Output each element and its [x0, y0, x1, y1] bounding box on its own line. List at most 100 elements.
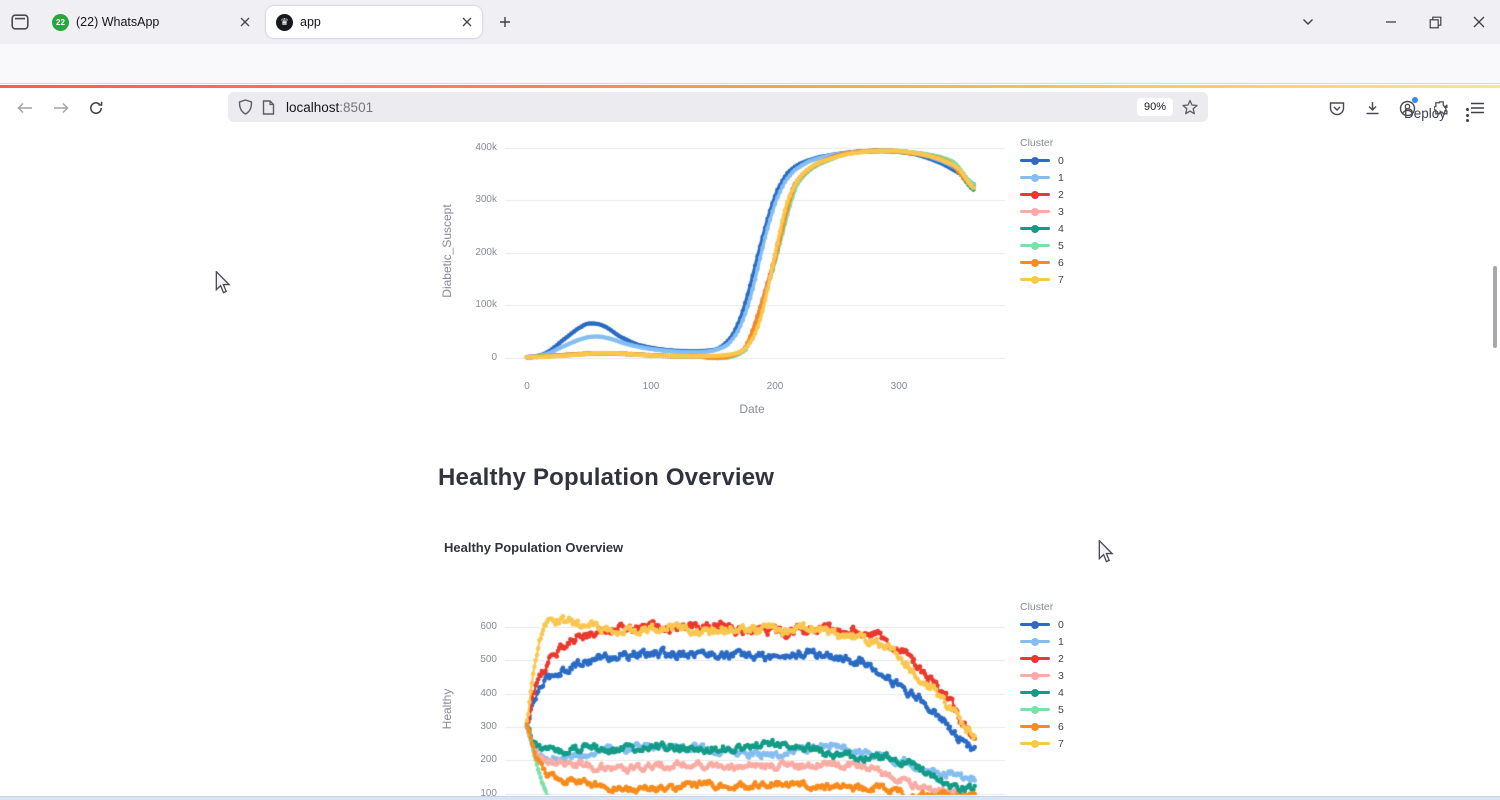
y-axis-title: Healthy — [440, 688, 454, 730]
legend-label: 5 — [1058, 703, 1064, 716]
legend-label: 2 — [1058, 652, 1064, 665]
legend-item-cluster-2[interactable]: 2 — [1020, 186, 1090, 203]
legend-sample — [1020, 637, 1050, 646]
y-tick-label: 500 — [480, 654, 497, 666]
legend-sample — [1020, 156, 1050, 165]
url-bar[interactable]: localhost:8501 90% — [228, 92, 1208, 122]
legend-item-cluster-7[interactable]: 7 — [1020, 271, 1090, 288]
legend-item-cluster-1[interactable]: 1 — [1020, 633, 1090, 650]
bookmark-star-icon[interactable] — [1182, 99, 1198, 115]
legend-label: 0 — [1058, 154, 1064, 167]
streamlit-decoration-bar — [0, 85, 1500, 88]
shield-icon[interactable] — [238, 99, 253, 115]
url-port: :8501 — [339, 99, 374, 115]
kebab-menu-icon[interactable] — [1461, 105, 1473, 125]
y-tick-label: 200 — [480, 754, 497, 766]
page-info-icon[interactable] — [262, 99, 275, 115]
legend-label: 6 — [1058, 720, 1064, 733]
legend-sample — [1020, 207, 1050, 216]
mouse-cursor-2 — [1098, 540, 1114, 563]
browser-tab-bar: 22 (22) WhatsApp ♛ app — [0, 0, 1500, 44]
y-tick-label: 200k — [475, 246, 497, 258]
legend-label: 7 — [1058, 737, 1064, 750]
chart-legend: Cluster 0 1 2 3 4 5 6 7 — [1020, 601, 1090, 752]
legend-sample — [1020, 739, 1050, 748]
y-tick-label: 400k — [475, 142, 497, 153]
legend-item-cluster-2[interactable]: 2 — [1020, 650, 1090, 667]
account-icon[interactable] — [1395, 96, 1419, 120]
app-favicon: ♛ — [276, 13, 293, 31]
tab-close-icon[interactable] — [240, 17, 250, 27]
legend-sample — [1020, 705, 1050, 714]
legend-sample — [1020, 688, 1050, 697]
tab-whatsapp[interactable]: 22 (22) WhatsApp — [44, 6, 258, 38]
url-host: localhost — [286, 99, 340, 115]
legend-item-cluster-5[interactable]: 5 — [1020, 237, 1090, 254]
back-button[interactable] — [12, 96, 38, 120]
legend-label: 4 — [1058, 686, 1064, 699]
legend-label: 2 — [1058, 188, 1064, 201]
legend-item-cluster-1[interactable]: 1 — [1020, 169, 1090, 186]
legend-item-cluster-0[interactable]: 0 — [1020, 616, 1090, 633]
legend-sample — [1020, 258, 1050, 267]
legend-sample — [1020, 275, 1050, 284]
y-tick-label: 0 — [491, 351, 497, 363]
legend-sample — [1020, 620, 1050, 629]
legend-item-cluster-0[interactable]: 0 — [1020, 152, 1090, 169]
legend-sample — [1020, 671, 1050, 680]
window-minimize-button[interactable] — [1378, 11, 1404, 33]
x-tick-label: 0 — [524, 381, 530, 392]
legend-label: 3 — [1058, 669, 1064, 682]
legend-label: 0 — [1058, 618, 1064, 631]
legend-item-cluster-4[interactable]: 4 — [1020, 684, 1090, 701]
downloads-icon[interactable] — [1360, 96, 1384, 120]
legend-sample — [1020, 722, 1050, 731]
y-tick-label: 300k — [475, 194, 497, 206]
y-axis-title: Diabetic_Suscept — [440, 204, 454, 298]
scrollbar-thumb[interactable] — [1493, 266, 1497, 348]
y-tick-label: 300 — [480, 721, 497, 732]
firefox-view-button[interactable] — [8, 11, 32, 33]
x-tick-label: 300 — [890, 381, 908, 392]
legend-label: 1 — [1058, 171, 1064, 184]
x-axis-title: Date — [739, 402, 765, 416]
legend-item-cluster-3[interactable]: 3 — [1020, 203, 1090, 220]
legend-item-cluster-7[interactable]: 7 — [1020, 735, 1090, 752]
legend-item-cluster-6[interactable]: 6 — [1020, 254, 1090, 271]
mouse-cursor — [215, 271, 231, 294]
legend-sample — [1020, 241, 1050, 250]
x-tick-label: 200 — [766, 381, 784, 392]
tab-app-active[interactable]: ♛ app — [266, 6, 482, 38]
hamburger-menu-icon[interactable] — [1464, 96, 1490, 120]
tab-title: app — [300, 15, 321, 29]
y-tick-label: 600 — [480, 621, 497, 632]
window-close-button[interactable] — [1466, 11, 1492, 33]
legend-label: 1 — [1058, 635, 1064, 648]
legend-sample — [1020, 654, 1050, 663]
y-tick-label: 400 — [480, 687, 497, 699]
forward-button[interactable] — [48, 96, 74, 120]
legend-item-cluster-5[interactable]: 5 — [1020, 701, 1090, 718]
legend-label: 7 — [1058, 273, 1064, 286]
legend-item-cluster-4[interactable]: 4 — [1020, 220, 1090, 237]
extensions-puzzle-icon[interactable] — [1430, 96, 1454, 120]
pocket-icon[interactable] — [1325, 96, 1349, 120]
window-restore-button[interactable] — [1422, 11, 1448, 33]
legend-title: Cluster — [1020, 137, 1054, 149]
taskbar-edge — [0, 796, 1500, 800]
zoom-level-chip[interactable]: 90% — [1136, 98, 1173, 116]
tab-close-icon[interactable] — [462, 17, 472, 27]
list-tabs-chevron-icon[interactable] — [1297, 11, 1319, 33]
x-tick-label: 100 — [642, 381, 660, 392]
legend-sample — [1020, 224, 1050, 233]
browser-toolbar: localhost:8501 90% — [0, 44, 1500, 122]
legend-sample — [1020, 190, 1050, 199]
tab-title: (22) WhatsApp — [76, 15, 160, 29]
legend-label: 5 — [1058, 239, 1064, 252]
new-tab-button[interactable] — [494, 11, 516, 33]
chart-legend: Cluster 0 1 2 3 4 5 6 7 — [1020, 137, 1090, 288]
legend-item-cluster-3[interactable]: 3 — [1020, 667, 1090, 684]
legend-item-cluster-6[interactable]: 6 — [1020, 718, 1090, 735]
reload-button[interactable] — [83, 96, 109, 120]
